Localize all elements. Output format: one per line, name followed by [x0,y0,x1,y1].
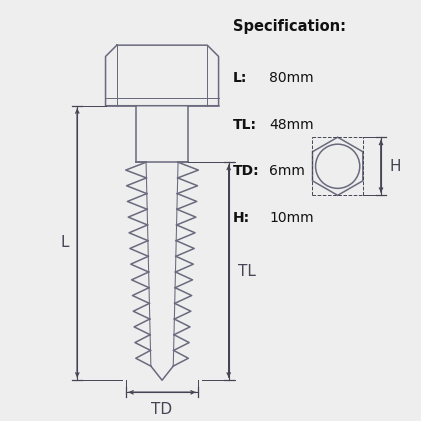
Text: 10mm: 10mm [269,210,314,225]
Text: TD: TD [152,402,173,418]
Text: Specification:: Specification: [233,19,346,34]
Text: L:: L: [233,72,247,85]
Text: H: H [389,159,400,174]
Text: 80mm: 80mm [269,72,314,85]
Text: H:: H: [233,210,250,225]
Text: TL: TL [237,264,256,279]
Text: TL:: TL: [233,118,257,132]
Text: L: L [61,235,69,250]
Text: 6mm: 6mm [269,164,305,178]
Text: 48mm: 48mm [269,118,314,132]
Text: TD:: TD: [233,164,259,178]
